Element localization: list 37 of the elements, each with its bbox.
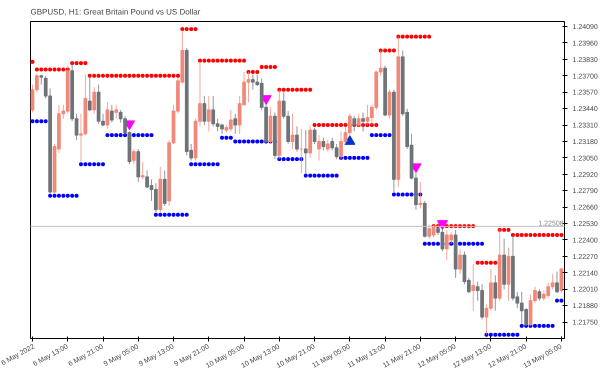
candlestick: [322, 137, 326, 151]
candlestick: [39, 74, 44, 86]
candlestick: [542, 290, 546, 302]
candlestick: [546, 282, 550, 299]
candlestick: [295, 126, 299, 152]
candlestick: [206, 96, 211, 132]
candlestick: [251, 74, 255, 90]
candlestick: [110, 104, 114, 124]
candlestick: [538, 288, 542, 302]
candlestick: [233, 113, 238, 134]
candlestick: [555, 271, 559, 294]
candlestick: [140, 161, 145, 180]
candlestick: [211, 96, 216, 127]
candlestick: [202, 96, 206, 126]
candlestick: [290, 113, 294, 150]
chart-title: GBPUSD, H1: Great Britain Pound vs US Dollar: [30, 8, 201, 16]
candlestick: [493, 274, 498, 312]
candlestick: [427, 224, 432, 240]
candlestick: [106, 102, 110, 130]
candlestick: [132, 148, 136, 165]
point: [436, 220, 448, 230]
candlestick: [162, 170, 167, 206]
candlestick: [317, 134, 321, 161]
candlestick: [228, 109, 233, 132]
candlestick: [366, 104, 370, 126]
candlestick: [471, 263, 476, 312]
candlestick: [458, 248, 462, 275]
candlestick: [114, 104, 118, 120]
candlestick: [560, 267, 564, 294]
candlestick: [88, 75, 92, 112]
candlestick: [334, 144, 338, 160]
candlestick: [326, 140, 330, 152]
candlestick: [92, 86, 96, 114]
candlestick: [308, 126, 312, 158]
candlestick: [520, 291, 524, 324]
candlestick: [388, 89, 392, 120]
candlestick: [312, 127, 316, 145]
